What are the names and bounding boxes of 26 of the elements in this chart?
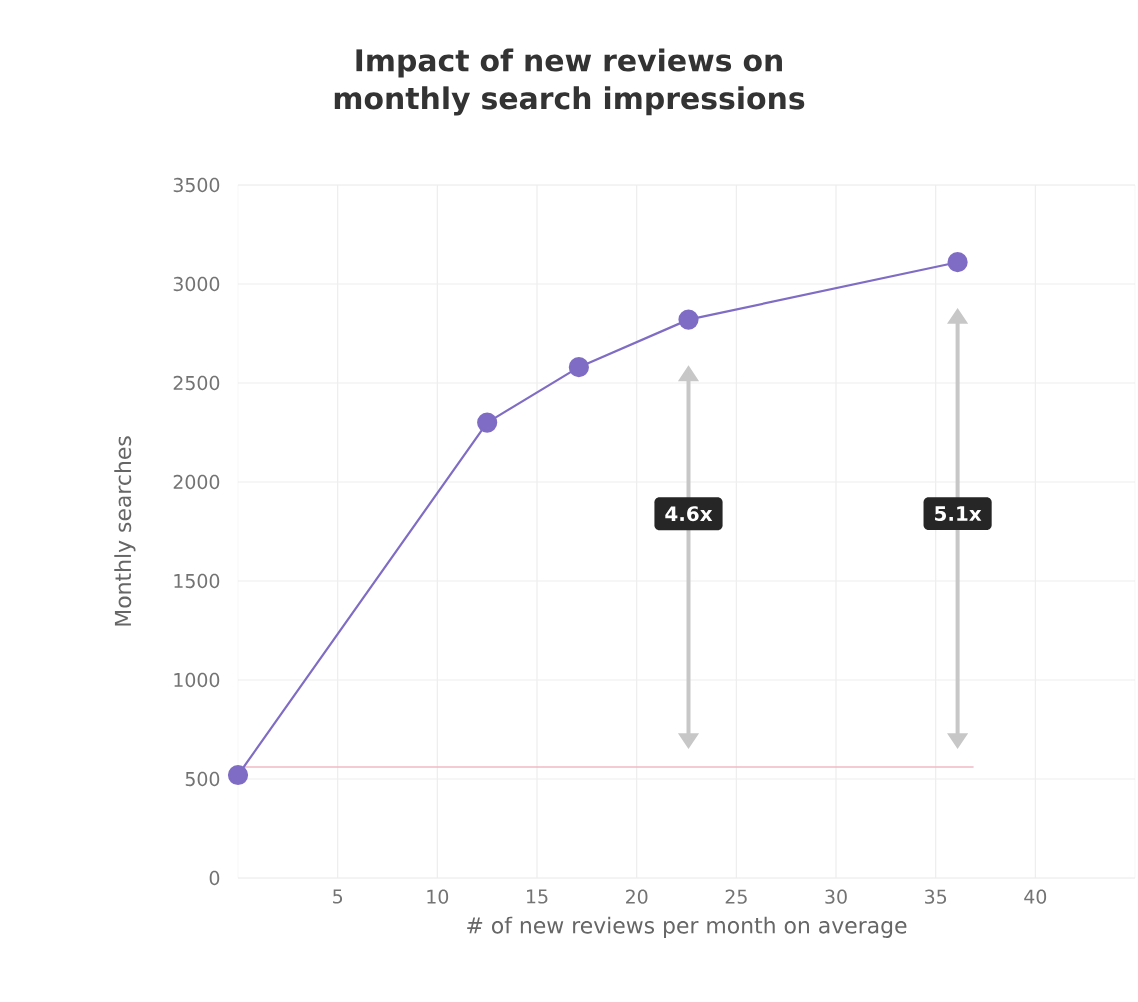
y-tick-label: 2000 — [173, 474, 220, 490]
point — [227, 764, 249, 786]
annotation: 5.1x — [935, 506, 982, 522]
x-tick-label: 15 — [527, 889, 548, 904]
y-tick-label: 500 — [185, 771, 220, 787]
y-tick-label: 0 — [209, 870, 220, 886]
point — [477, 412, 498, 433]
y-tick-label: 3000 — [173, 276, 220, 292]
x-tick-label: 40 — [1024, 889, 1047, 904]
x-axis-title: # of new reviews per month on average — [467, 916, 907, 938]
x-tick-label: 35 — [925, 889, 947, 904]
annotation: 4.6x — [665, 506, 713, 522]
y-tick-label: 1500 — [174, 573, 220, 589]
y-tick-label: 1000 — [174, 672, 220, 688]
y-axis-title: Monthly searches — [114, 436, 136, 626]
point — [678, 309, 699, 330]
y-tick-label: 2500 — [173, 375, 220, 391]
point — [568, 357, 589, 378]
x-tick-label: 5 — [333, 889, 343, 904]
chart-title: Impact of new reviews on monthly search impressions — [334, 48, 805, 116]
x-tick-label: 20 — [626, 889, 648, 904]
x-tick-label: 25 — [725, 889, 747, 904]
x-tick-label: 10 — [427, 889, 449, 904]
x-tick-label: 30 — [825, 889, 847, 904]
y-tick-label: 3500 — [173, 177, 220, 193]
point — [947, 252, 968, 273]
